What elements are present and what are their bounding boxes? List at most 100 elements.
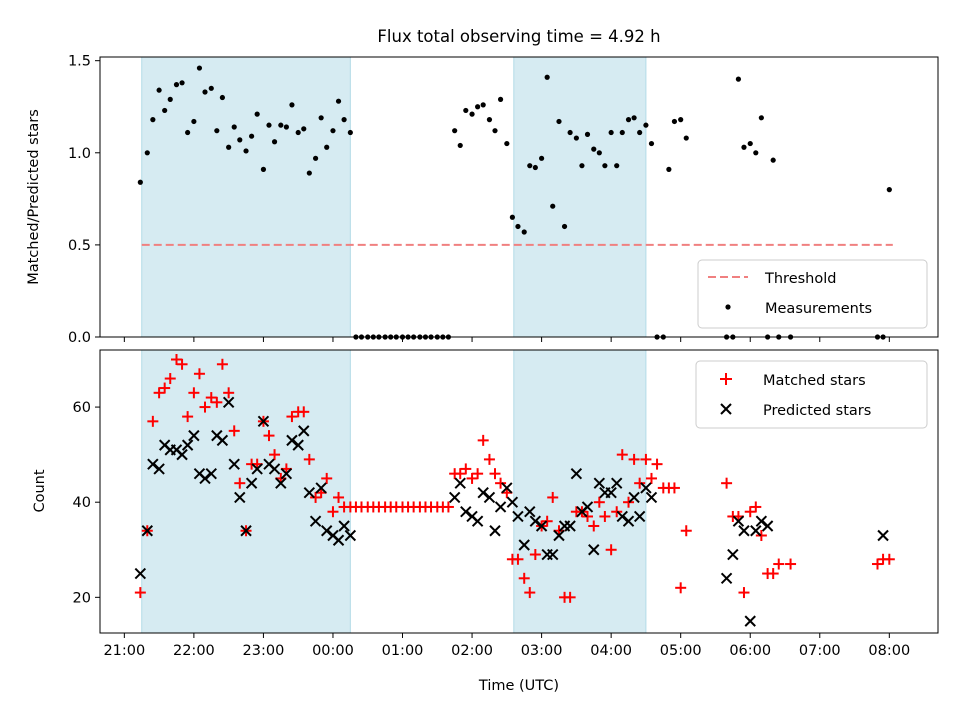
matched-star-point — [767, 568, 779, 580]
measurement-point — [637, 129, 643, 136]
predicted-star-point — [448, 491, 461, 504]
predicted-star-point — [280, 467, 293, 480]
x-tick-label: 08:00 — [868, 643, 910, 659]
measurement-point — [301, 126, 307, 132]
measurement-point — [521, 229, 527, 235]
predicted-star-point — [234, 491, 246, 504]
matched-star-point — [466, 472, 478, 484]
measurement-point — [671, 118, 678, 125]
matched-star-point — [483, 453, 495, 465]
predicted-star-point — [720, 572, 733, 585]
top-y-tick-label: 1.0 — [68, 146, 91, 162]
measurement-point — [330, 128, 336, 134]
top-y-tick-label: 1.5 — [68, 54, 91, 70]
matched-star-point — [303, 453, 315, 465]
measurement-point — [324, 144, 330, 150]
measurement-point — [312, 155, 319, 161]
measurement-point — [179, 80, 185, 86]
matched-star-point — [460, 463, 472, 475]
measurement-point — [509, 214, 515, 220]
matched-star-point — [153, 387, 165, 399]
measurement-point — [608, 129, 614, 136]
measurement-point — [602, 163, 608, 169]
predicted-star-point — [645, 491, 658, 504]
measurement-point — [162, 107, 168, 114]
measurement-point — [191, 118, 197, 125]
measurement-point — [573, 135, 579, 141]
measurement-point — [515, 223, 521, 230]
predicted-star-point — [622, 515, 635, 527]
chart-title: Flux total observing time = 4.92 h — [377, 27, 660, 46]
x-tick-label: 22:00 — [173, 643, 215, 659]
x-tick-label: 06:00 — [729, 643, 771, 659]
measurement-point — [243, 148, 249, 154]
measurement-point — [463, 107, 469, 114]
matched-star-point — [611, 506, 623, 518]
matched-star-point — [588, 520, 600, 532]
predicted-star-point — [222, 396, 235, 409]
matched-star-point — [529, 549, 541, 561]
matched-star-point — [605, 544, 617, 556]
measurement-point — [150, 117, 156, 123]
matched-star-point — [628, 453, 640, 465]
predicted-star-point — [321, 525, 333, 537]
matched-star-point — [147, 415, 159, 427]
measurement-point — [144, 150, 150, 156]
measurement-point — [486, 117, 493, 123]
matched-star-point — [750, 501, 762, 513]
measurement-point — [770, 157, 776, 163]
predicted-star-point — [605, 486, 617, 499]
matched-star-point — [518, 572, 530, 584]
measurement-point — [492, 128, 498, 134]
matched-star-point — [512, 553, 524, 565]
matched-star-point — [321, 472, 333, 484]
measurement-point — [579, 163, 585, 169]
matched-star-point — [193, 368, 205, 380]
measurement-point — [567, 129, 573, 136]
legend-measurements-label: Measurements — [765, 301, 872, 317]
predicted-star-point — [732, 515, 745, 527]
measurement-point — [735, 76, 742, 82]
matched-star-point — [785, 558, 797, 570]
predicted-star-point — [738, 525, 750, 537]
matched-star-point — [188, 387, 200, 399]
predicted-star-point — [228, 458, 240, 470]
measurement-point — [335, 98, 342, 104]
matched-star-point — [205, 392, 217, 404]
measurement-point — [504, 140, 510, 147]
matched-star-point — [755, 529, 767, 541]
measurement-point — [544, 74, 550, 80]
matched-star-point — [298, 406, 310, 418]
predicted-star-point — [744, 615, 756, 627]
predicted-star-point — [240, 525, 252, 537]
measurement-point — [643, 122, 649, 128]
predicted-star-point — [529, 515, 542, 527]
measurement-point — [283, 124, 289, 130]
measurement-point — [631, 115, 637, 121]
matched-star-point — [159, 382, 171, 394]
matched-star-point — [472, 468, 484, 480]
measurement-point — [741, 144, 747, 150]
predicted-star-point — [332, 534, 345, 546]
measurement-point — [202, 89, 208, 95]
bottom-y-tick-label: 40 — [73, 495, 91, 511]
x-axis-label: Time (UTC) — [478, 678, 559, 694]
measurement-point — [683, 135, 689, 141]
matched-star-point — [773, 558, 785, 570]
matched-star-point — [164, 373, 176, 385]
matched-star-point — [668, 482, 680, 494]
matched-star-point — [623, 496, 635, 508]
predicted-star-point — [471, 515, 484, 527]
predicted-star-point — [616, 510, 628, 523]
predicted-star-point — [512, 510, 524, 523]
predicted-star-point — [181, 439, 194, 451]
predicted-star-point — [506, 496, 519, 508]
predicted-star-point — [750, 525, 762, 537]
measurement-point — [747, 140, 753, 147]
predicted-star-point — [564, 520, 576, 532]
predicted-star-point — [489, 525, 501, 537]
measurement-point — [550, 203, 556, 209]
measurement-point — [289, 102, 295, 108]
measurement-point — [886, 187, 892, 193]
